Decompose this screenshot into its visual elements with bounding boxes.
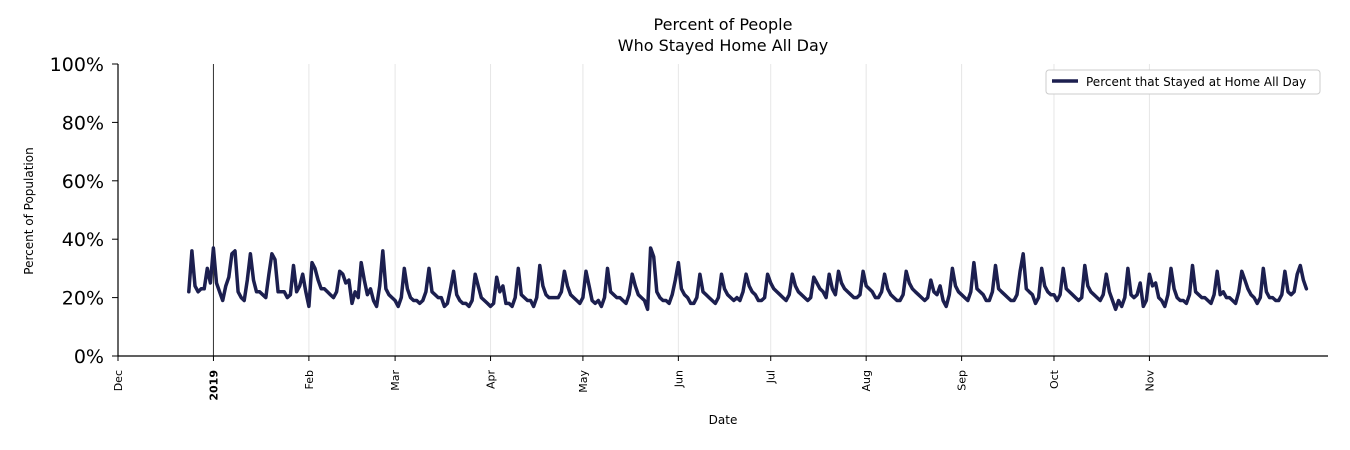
x-tick-label: Jun (672, 370, 685, 388)
series-line-stayed-home (187, 246, 1309, 312)
x-tick-label: Aug (860, 370, 873, 391)
x-ticks: Dec 2019 Feb Mar Apr May Jun Jul Aug Sep Oct Nov (112, 356, 1156, 401)
x-tick-label: Sep (956, 370, 969, 391)
grid-lines (117, 64, 1150, 356)
x-tick-label: Jul (765, 370, 778, 384)
x-tick-label: Feb (303, 370, 316, 389)
legend: Percent that Stayed at Home All Day (1045, 69, 1321, 95)
x-tick-label: May (577, 370, 590, 393)
x-tick-label: Oct (1048, 369, 1061, 389)
y-tick-label: 100% (50, 54, 104, 76)
x-tick-label: Nov (1143, 370, 1156, 392)
x-tick-label: Dec (112, 370, 125, 391)
y-tick-label: 40% (62, 229, 104, 251)
chart-title-line-2: Who Stayed Home All Day (618, 36, 828, 55)
y-tick-label: 20% (62, 288, 104, 310)
x-axis-label: Date (709, 413, 738, 427)
legend-box (1045, 69, 1321, 95)
x-tick-label: Mar (389, 370, 402, 391)
chart-title-line-1: Percent of People (654, 15, 793, 34)
x-tick-label: Apr (485, 370, 498, 390)
y-tick-label: 0% (74, 346, 104, 368)
x-tick-label: 2019 (207, 370, 220, 401)
y-axis-label: Percent of Population (22, 147, 36, 274)
y-tick-label: 60% (62, 171, 104, 193)
y-ticks: 0% 20% 40% 60% 80% 100% (50, 54, 118, 368)
legend-label: Percent that Stayed at Home All Day (1086, 75, 1306, 89)
y-tick-label: 80% (62, 112, 104, 134)
